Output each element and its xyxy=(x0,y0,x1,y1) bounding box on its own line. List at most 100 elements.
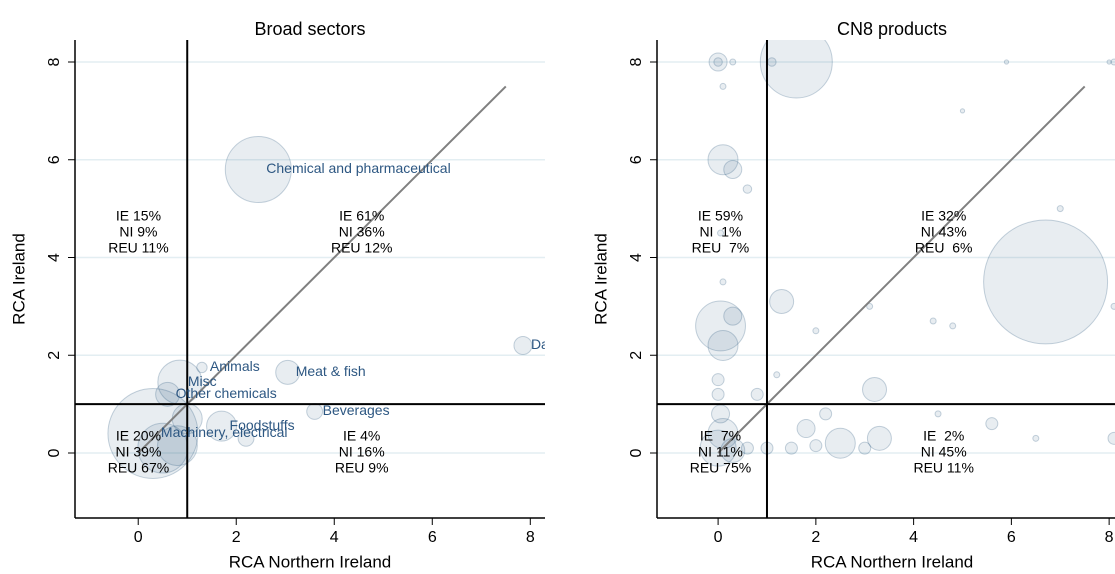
bubble xyxy=(1032,434,1040,442)
quadrant-label: IE 32% xyxy=(921,208,966,224)
quadrant-label: REU 6% xyxy=(915,240,973,256)
y-tick-label: 6 xyxy=(46,155,63,164)
x-tick-label: 6 xyxy=(428,529,437,546)
bubble xyxy=(769,288,795,314)
bubble xyxy=(866,425,892,451)
y-tick-label: 2 xyxy=(46,351,63,360)
bubble xyxy=(985,417,999,431)
y-tick-label: 2 xyxy=(628,351,645,360)
point-label: Meat & fish xyxy=(296,363,366,379)
quadrant-label: NI 11% xyxy=(698,443,743,459)
quadrant-label: IE 20% xyxy=(116,427,161,443)
x-axis-label: RCA Northern Ireland xyxy=(811,552,974,571)
y-tick-label: 4 xyxy=(628,253,645,262)
bubble xyxy=(773,371,781,379)
bubble xyxy=(723,306,743,326)
point-label: Beverages xyxy=(323,402,390,418)
quadrant-label: REU 75% xyxy=(690,459,751,475)
quadrant-label: NI 1% xyxy=(699,224,741,240)
y-tick-label: 0 xyxy=(46,448,63,457)
quadrant-label: IE 15% xyxy=(116,208,161,224)
point-label: Dairy xyxy=(531,336,564,352)
bubble xyxy=(719,278,727,286)
y-tick-label: 8 xyxy=(628,57,645,66)
point-label: Animals xyxy=(210,358,260,374)
bubble xyxy=(719,82,727,90)
bubble xyxy=(723,160,743,180)
x-tick-label: 4 xyxy=(909,529,918,546)
bubble xyxy=(729,58,737,66)
plot: CN8 products RCA Northern Ireland RCA Irel… xyxy=(591,19,1115,571)
bubble xyxy=(699,429,737,467)
bubble xyxy=(866,302,874,310)
point-label: Machinery, electrical xyxy=(161,424,288,440)
bubble xyxy=(949,322,957,330)
bubble xyxy=(717,229,725,237)
bubble xyxy=(809,439,823,453)
bubble xyxy=(1056,205,1064,213)
point-label: Misc xyxy=(188,373,217,389)
quadrant-label: IE 7% xyxy=(700,427,741,443)
bubble xyxy=(711,387,725,401)
y-axis-label: RCA Ireland xyxy=(9,233,28,325)
quadrant-label: REU 12% xyxy=(331,240,392,256)
bubble xyxy=(224,136,292,204)
bubble xyxy=(983,219,1109,345)
bubble xyxy=(306,403,324,420)
quadrant-label: NI 39% xyxy=(115,443,161,459)
x-axis-label: RCA Northern Ireland xyxy=(229,552,392,571)
x-tick-label: 4 xyxy=(330,529,339,546)
quadrant-label: NI 43% xyxy=(921,224,967,240)
x-tick-label: 2 xyxy=(811,529,820,546)
bubble xyxy=(934,410,942,418)
chart-title: Broad sectors xyxy=(254,19,365,39)
bubble xyxy=(707,144,739,176)
point-label: Other chemicals xyxy=(176,385,277,401)
bubble xyxy=(695,300,746,352)
bubble xyxy=(1110,58,1115,66)
bubble xyxy=(929,317,937,325)
bubble xyxy=(740,441,754,455)
y-tick-label: 8 xyxy=(46,57,63,66)
bubble xyxy=(155,381,181,407)
x-tick-label: 2 xyxy=(232,529,241,546)
bubble xyxy=(959,108,966,114)
plot: Broad sectors RCA Northern Ireland RCA Ire… xyxy=(9,19,564,571)
bubble xyxy=(206,410,238,442)
quadrant-label: IE 61% xyxy=(339,208,384,224)
bubble xyxy=(1107,431,1115,445)
point-label: Chemical and pharmaceutical xyxy=(266,160,450,176)
x-tick-label: 0 xyxy=(134,529,143,546)
bubble xyxy=(1106,59,1112,65)
quadrant-label: NI 16% xyxy=(339,443,385,459)
x-tick-label: 0 xyxy=(714,529,723,546)
plot-area: Chemical and pharmaceutical Dairy Meat & f… xyxy=(75,40,564,518)
point-label: Foodstuffs xyxy=(230,417,295,433)
quadrant-label: IE 59% xyxy=(698,208,743,224)
bubble xyxy=(767,57,777,67)
x-tick-label: 8 xyxy=(1105,529,1114,546)
bubble xyxy=(713,57,723,67)
quadrant-label: IE 4% xyxy=(343,427,380,443)
quadrant-label: REU 11% xyxy=(108,240,168,256)
bubble xyxy=(750,387,764,401)
bubble xyxy=(812,327,820,335)
bubble xyxy=(1110,302,1115,310)
quadrant-label: REU 11% xyxy=(913,459,973,475)
bubble xyxy=(196,361,208,374)
quadrant-label: IE 2% xyxy=(923,427,964,443)
plot-area: IE 59%NI 1%REU 7% IE 32%NI 43%REU 6% IE 7%… xyxy=(657,40,1115,518)
bubble xyxy=(1003,59,1010,65)
x-tick-label: 8 xyxy=(526,529,535,546)
bubble xyxy=(858,441,872,455)
quadrant-label: NI 45% xyxy=(921,443,967,459)
bubble xyxy=(513,335,533,355)
bubble xyxy=(862,376,888,402)
chart-title: CN8 products xyxy=(837,19,947,39)
quadrant-label: REU 7% xyxy=(692,240,750,256)
bubble xyxy=(711,373,725,387)
x-tick-label: 6 xyxy=(1007,529,1016,546)
bubble xyxy=(237,429,255,447)
bubble xyxy=(796,419,816,439)
